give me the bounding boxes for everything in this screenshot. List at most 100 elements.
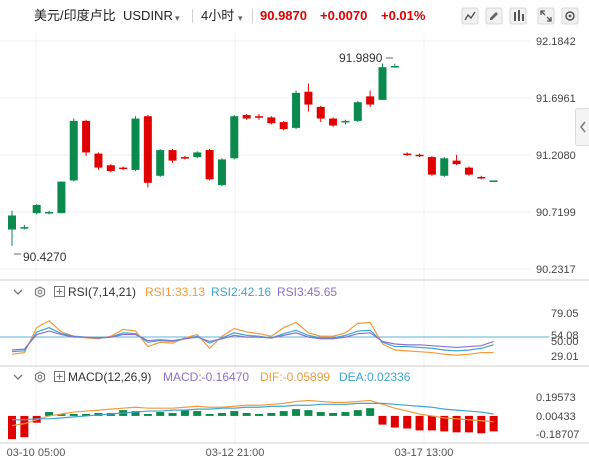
macd-bar (205, 413, 214, 416)
macd-bar (464, 415, 473, 433)
macd-bar (131, 411, 140, 416)
rsi-tick-label: 29.01 (551, 351, 579, 363)
candle-body (94, 153, 103, 168)
candle-body (180, 157, 189, 159)
candle-body (69, 120, 78, 181)
candle-body (464, 167, 473, 175)
candlestick-series (8, 63, 498, 246)
macd-bar (20, 415, 29, 438)
macd-bar (403, 415, 412, 429)
candle-body (353, 102, 362, 121)
macd-bar (452, 415, 461, 433)
macd-bar (168, 413, 177, 416)
macd-bar (143, 413, 152, 416)
candle-body (267, 117, 276, 124)
macd-expand-icon[interactable] (54, 371, 65, 382)
macd-bar (390, 415, 399, 428)
candle-body (316, 106, 325, 119)
price-change: +0.0070 (320, 8, 368, 23)
macd-bar (341, 412, 350, 416)
candle-body (217, 159, 226, 186)
candle-body (57, 181, 66, 214)
macd-bar (489, 415, 498, 432)
macd-indicator-name[interactable]: MACD(12,26,9) (68, 370, 152, 384)
rsi-expand-icon[interactable] (54, 286, 65, 297)
macd-bar (230, 411, 239, 416)
interval-dropdown-icon[interactable]: ▾ (238, 13, 243, 23)
macd-bar (8, 415, 16, 440)
candle-body (82, 120, 91, 153)
chart-header: 美元/印度卢比 USDINR ▾ 4小时 ▾ 90.9870 +0.0070 +… (0, 0, 589, 32)
rsi-tick-label: 54.08 (551, 330, 579, 342)
candle-body (415, 154, 424, 157)
settings-icon[interactable] (561, 7, 579, 25)
header-divider (192, 9, 193, 23)
candle-body (143, 116, 152, 183)
price-tick-label: 92.1842 (536, 36, 576, 48)
macd-bar (378, 415, 387, 425)
macd-bar (316, 412, 325, 416)
candle-body (440, 158, 449, 176)
dea-line (12, 402, 494, 421)
rsi3-value: RSI3:45.65 (277, 285, 338, 299)
dea-value: DEA:0.02336 (339, 370, 411, 384)
interval-select[interactable]: 4小时 (201, 8, 235, 23)
macd-axis: 0.19573 0.00433 -0.18707 (536, 392, 579, 441)
macd-bar (477, 415, 486, 434)
candle-body (304, 91, 313, 105)
macd-bar (366, 408, 375, 416)
macd-bar (329, 413, 338, 416)
price-tick-label: 90.2317 (536, 264, 576, 276)
candle-body (292, 92, 301, 128)
rsi-series (0, 320, 549, 356)
price-tick-label: 91.2080 (536, 150, 576, 162)
rsi-tick-label: 79.05 (551, 308, 579, 320)
macd-lines (11, 399, 494, 427)
compare-icon[interactable] (509, 7, 527, 25)
low-annotation: 90.4270 (23, 250, 67, 264)
rsi-indicator-name[interactable]: RSI(7,14,21) (68, 285, 137, 299)
collapse-rsi-icon[interactable] (13, 287, 23, 297)
symbol-dropdown-icon[interactable]: ▾ (175, 13, 180, 23)
candle-body (119, 167, 128, 170)
chart-type-icon[interactable] (461, 7, 479, 25)
collapse-panel-toggle[interactable] (575, 108, 589, 146)
collapse-macd-icon[interactable] (13, 372, 23, 382)
symbol-name[interactable]: 美元/印度卢比 (34, 8, 116, 23)
symbol-code[interactable]: USDINR (123, 8, 173, 23)
candle-body (489, 180, 498, 182)
candle-body (279, 122, 288, 130)
candle-body (477, 176, 486, 179)
macd-bar (57, 413, 66, 416)
price-axis: 92.1842 91.6961 91.2080 90.7199 90.2317 (536, 36, 576, 276)
time-tick-label: 03-10 05:00 (7, 447, 66, 459)
rsi3-line (11, 330, 494, 351)
candle-body (341, 120, 350, 123)
macd-bar (440, 415, 449, 432)
candle-body (329, 118, 338, 126)
candle-body (403, 153, 412, 156)
fullscreen-icon[interactable] (537, 7, 555, 25)
macd-bar (267, 413, 276, 416)
macd-bar (217, 413, 226, 416)
draw-icon[interactable] (485, 7, 503, 25)
macd-settings-icon[interactable] (34, 371, 46, 383)
price-change-pct: +0.01% (381, 8, 426, 23)
rsi2-line (11, 327, 494, 353)
macd-tick-label: 0.00433 (536, 411, 576, 423)
macd-bar (193, 411, 202, 416)
time-tick-label: 03-12 21:00 (206, 447, 265, 459)
candle-body (378, 67, 387, 100)
rsi-settings-icon[interactable] (34, 286, 46, 298)
macd-tick-label: -0.18707 (536, 429, 579, 441)
candle-body (156, 150, 165, 176)
rsi1-value: RSI1:33.13 (145, 285, 206, 299)
macd-tick-label: 0.19573 (536, 392, 576, 404)
macd-bar (279, 411, 288, 416)
macd-bar (255, 413, 263, 416)
macd-bar (292, 409, 301, 416)
last-price: 90.9870 (260, 8, 307, 23)
macd-bar (353, 410, 362, 416)
